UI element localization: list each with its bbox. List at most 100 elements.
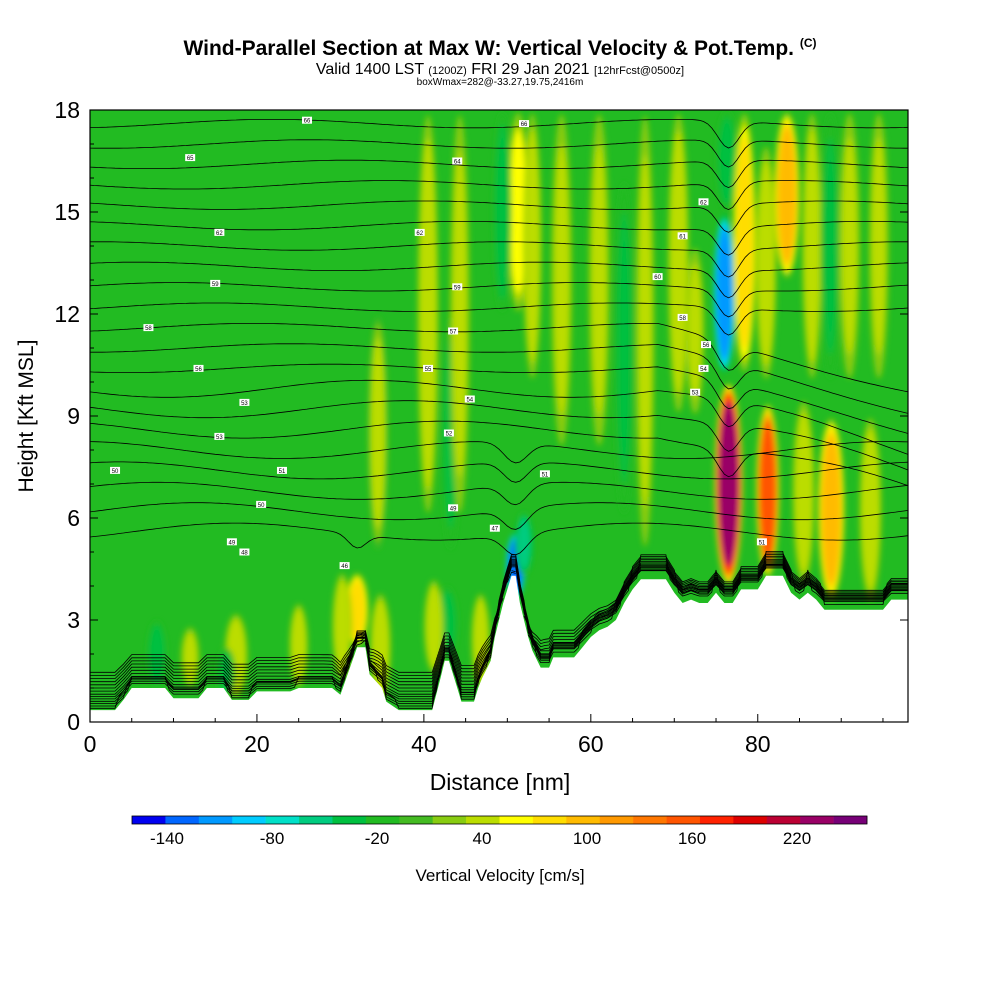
contour-label: 58 [143,324,154,332]
contour-label-text: 47 [491,527,498,533]
isentrope-line [90,200,908,233]
isentrope-line [90,567,908,676]
velocity-contour [777,127,796,263]
contour-label: 65 [185,154,196,162]
velocity-contour [736,136,753,349]
y-tick-label: 9 [67,403,80,429]
chart-subsubtitle: boxWmax=282@-33.27,19.75,2416m [416,77,584,88]
contour-label-box [677,313,688,321]
contour-label-text: 57 [450,330,457,336]
contour-label-box [239,398,250,406]
velocity-cell [839,113,860,379]
contour-label-box [701,341,712,349]
contour-label: 56 [193,364,204,373]
contour-label-text: 51 [542,472,549,478]
contour-label-text: 56 [703,343,710,349]
colorbar-tick-label: 160 [678,829,706,848]
chart-title-text: Wind-Parallel Section at Max W: Vertical… [183,37,794,60]
velocity-contour [638,154,652,508]
contour-label-box [256,500,267,508]
contour-label: 54 [464,395,475,404]
velocity-cell [868,113,889,379]
contour-label-text: 49 [229,540,236,546]
isentrope-line [90,139,908,168]
velocity-cell [424,580,444,674]
isentrope-line [90,461,908,483]
velocity-contour [688,263,702,399]
colorbar-swatch [733,816,768,824]
colorbar-swatch [833,816,868,824]
colorbar: -140 -80 -20 40 100 160 220 [131,815,868,848]
contour-label: 57 [448,327,459,336]
velocity-cell [714,384,743,584]
colorbar-swatch [399,816,433,824]
contour-label: 51 [756,538,767,546]
contour-label: 55 [423,364,434,373]
contour-label-text: 60 [654,275,661,281]
contour-label-text: 52 [446,432,453,438]
velocity-contour [871,137,886,355]
colorbar-swatch [132,816,166,824]
velocity-contour [452,150,467,478]
colorbar-tick-label: -140 [150,829,184,848]
contour-label: 48 [239,548,250,557]
velocity-cell [859,418,882,601]
velocity-contour [348,579,366,640]
isentrope-line [90,555,908,689]
colorbar-swatch [365,816,400,824]
colorbar-tick-label: -20 [365,829,390,848]
subtitle-utc: (1200Z) [428,65,467,77]
colorbar-tick-label: -80 [260,829,285,848]
contour-label: 62 [214,228,225,237]
velocity-cell [514,512,534,575]
contour-label-box [448,327,459,335]
contour-label: 53 [239,398,250,407]
contour-label-text: 61 [679,234,686,240]
contour-label-text: 53 [241,401,248,407]
isentrope-line [90,241,908,278]
velocity-cell [551,114,573,446]
contour-label-text: 58 [679,316,686,322]
velocity-contour [718,402,739,566]
contour-label-text: 64 [454,160,461,166]
velocity-contour [554,144,569,416]
isentrope-line [90,261,908,299]
contour-label-text: 46 [341,564,348,570]
velocity-cell [146,620,167,688]
contour-label: 51 [276,466,287,475]
velocity-cell [802,113,822,379]
velocity-contour [671,140,686,386]
x-tick-label: 80 [745,731,771,757]
contour-label-box [210,279,221,287]
y-tick-label: 18 [54,97,80,123]
y-tick-label: 12 [54,301,80,327]
isentrope-line [90,159,908,189]
chart-title-tag: (C) [799,36,817,50]
isentrope-line [90,323,908,393]
velocity-contour [821,434,841,585]
contour-label: 50 [256,500,267,509]
colorbar-swatch [265,816,300,824]
velocity-contour [719,120,735,202]
colorbar-swatch [332,816,367,824]
isentrope-line [90,502,908,530]
contour-label: 49 [448,504,459,512]
colorbar-swatch [566,816,601,824]
contour-label-box [110,466,121,474]
velocity-cell [614,182,635,514]
colorbar-swatch [532,816,567,824]
contour-label: 51 [539,470,550,478]
velocity-cell [732,113,757,372]
isentrope-line [90,551,908,679]
contour-label-text: 59 [454,285,461,291]
contour-label: 62 [698,198,709,206]
velocity-contour [371,337,385,529]
contour-label-box [756,538,767,546]
contour-label-text: 56 [195,367,202,373]
velocity-cell [368,316,388,550]
isentrope-line [90,522,908,556]
contour-label-box [452,283,463,291]
y-axis-label: Height [Kft MSL] [15,340,38,493]
y-tick-label: 0 [67,709,80,735]
